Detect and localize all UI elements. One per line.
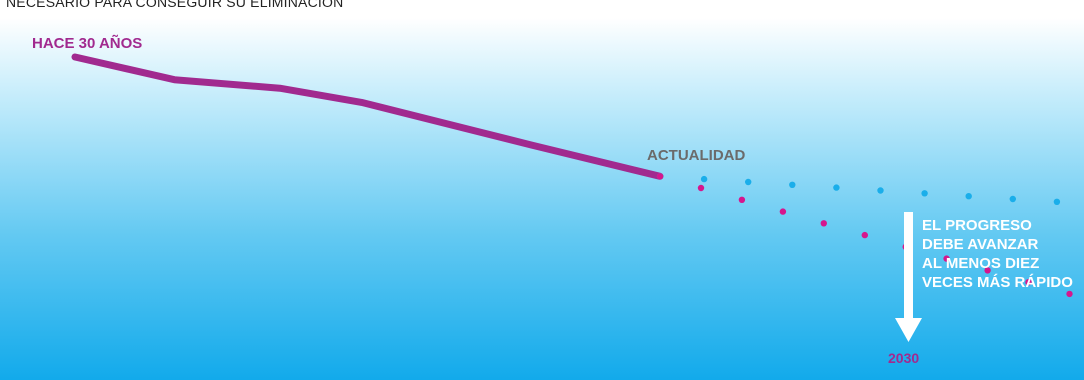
trend-dot [833,184,840,191]
trend-dot [943,255,950,262]
trend-dot [697,184,705,192]
callout-line: DEBE AVANZAR [922,236,1039,253]
label-30-years-ago: HACE 30 AÑOS [32,35,143,52]
trend-dot [984,267,991,274]
trend-dot [820,220,827,227]
trend-dot [745,178,752,186]
current-trend-dotted-line [656,173,1061,205]
trend-dot [1009,195,1016,203]
label-2030: 2030 [888,350,920,366]
trend-dot [738,196,746,203]
trend-dot [861,231,868,239]
callout-line: AL MENOS DIEZ [922,255,1040,272]
trend-dot [965,193,972,200]
trend-dot [700,175,708,183]
chart-caption: NECESARIO PARA CONSEGUIR SU ELIMINACIÓN [6,0,344,10]
trend-dot [1066,290,1073,298]
callout-line: VECES MÁS RÁPIDO [922,274,1073,291]
trend-dot [656,173,664,180]
down-arrow-icon [895,212,922,342]
trend-dot [779,208,787,215]
progress-callout: EL PROGRESO DEBE AVANZAR AL MENOS DIEZ V… [922,216,1082,292]
trend-dot [877,187,884,194]
trend-dot [921,190,928,197]
trend-dot [789,181,796,188]
callout-line: EL PROGRESO [922,217,1032,234]
trend-dot [1053,198,1061,205]
label-current: ACTUALIDAD [647,147,746,164]
history-trend-line [71,53,664,180]
required-trend-dotted-line [656,173,1073,298]
trend-dot [1025,279,1032,286]
